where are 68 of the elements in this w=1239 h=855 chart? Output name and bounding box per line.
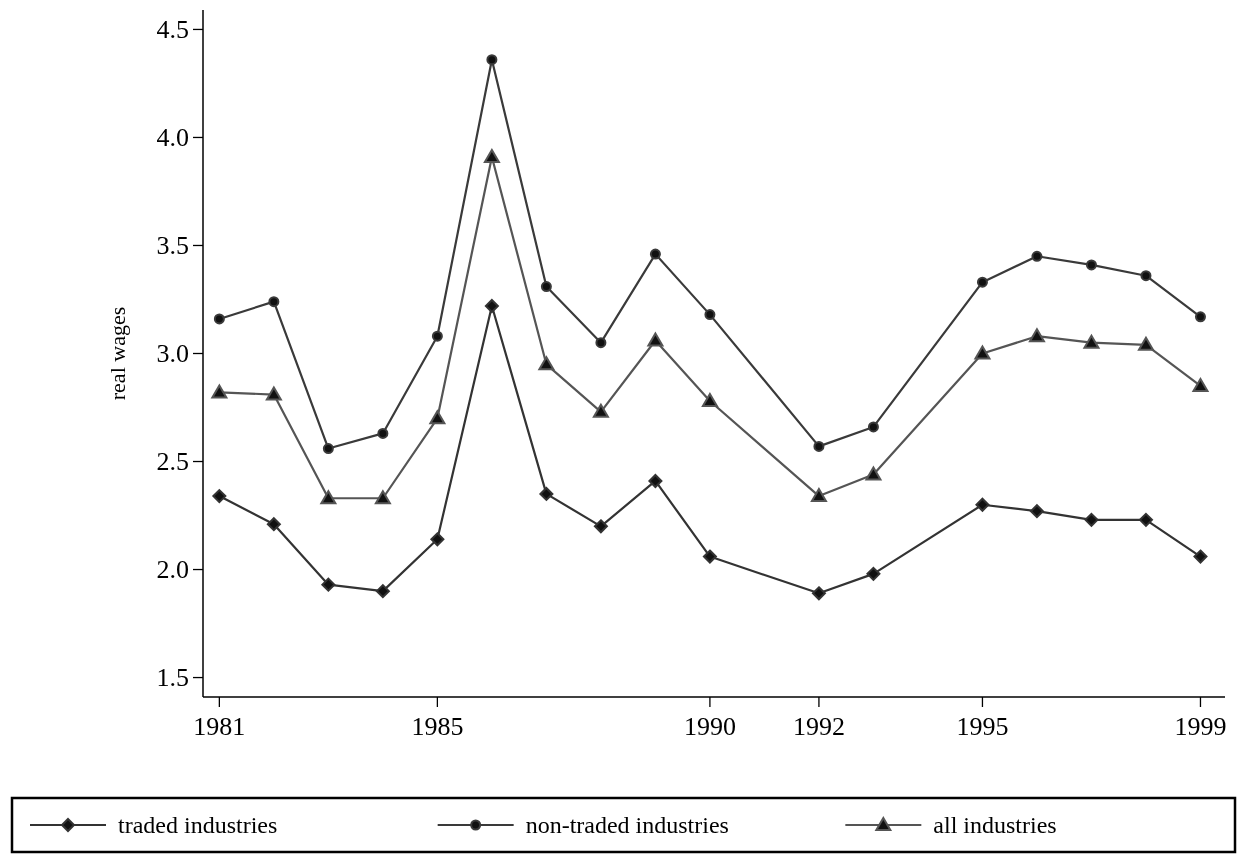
- point: [1083, 334, 1100, 349]
- x-tick-label: 1990: [683, 712, 736, 741]
- legend-label: all industries: [933, 812, 1057, 838]
- y-axis-title: real wages: [105, 306, 130, 401]
- point: [265, 386, 282, 401]
- point: [810, 488, 827, 503]
- point: [1194, 311, 1206, 323]
- y-tick-label: 4.5: [156, 14, 189, 44]
- point: [1192, 377, 1209, 392]
- y-tick-label: 1.5: [156, 663, 189, 693]
- point: [866, 566, 881, 581]
- point: [377, 427, 389, 439]
- x-tick-label: 1995: [956, 712, 1009, 741]
- point: [429, 410, 446, 425]
- point: [213, 313, 225, 325]
- x-tick-label: 1985: [411, 712, 464, 741]
- y-tick-label: 4.0: [156, 122, 189, 152]
- point: [865, 466, 882, 481]
- point: [1084, 512, 1099, 527]
- point: [320, 490, 337, 505]
- point: [592, 403, 609, 418]
- point: [813, 440, 825, 452]
- point: [1193, 549, 1208, 564]
- y-tick-label: 3.0: [156, 339, 189, 368]
- point: [1028, 328, 1045, 343]
- point: [374, 490, 391, 505]
- point: [486, 54, 498, 66]
- point: [1031, 250, 1043, 262]
- point: [976, 276, 988, 288]
- point: [540, 281, 552, 293]
- point: [1140, 270, 1152, 282]
- point: [322, 443, 334, 455]
- point: [212, 489, 227, 504]
- point: [649, 248, 661, 260]
- point: [647, 332, 664, 347]
- x-tick-label: 1992: [792, 712, 845, 741]
- point: [1137, 336, 1154, 351]
- point: [375, 584, 390, 599]
- point: [484, 298, 499, 313]
- point: [430, 532, 445, 547]
- point: [1029, 504, 1044, 519]
- point: [538, 356, 555, 371]
- point: [1138, 512, 1153, 527]
- point: [483, 148, 500, 163]
- point: [539, 486, 554, 501]
- point: [321, 577, 336, 592]
- point: [704, 309, 716, 321]
- point: [595, 337, 607, 349]
- x-tick-label: 1999: [1174, 712, 1227, 741]
- point: [867, 421, 879, 433]
- x-tick-label: 1981: [193, 712, 246, 741]
- y-tick-label: 2.5: [156, 447, 189, 477]
- point: [431, 330, 443, 342]
- legend-label: traded industries: [118, 812, 278, 838]
- y-tick-label: 3.5: [156, 230, 189, 260]
- point: [1085, 259, 1097, 271]
- point: [211, 384, 228, 399]
- point: [975, 497, 990, 512]
- point: [702, 549, 717, 564]
- point: [811, 586, 826, 601]
- point: [701, 393, 718, 408]
- point: [268, 296, 280, 308]
- y-tick-label: 2.0: [156, 555, 189, 585]
- legend-label: non-traded industries: [525, 812, 729, 838]
- point: [266, 517, 281, 532]
- point: [648, 473, 663, 488]
- point: [593, 519, 608, 534]
- point: [974, 345, 991, 360]
